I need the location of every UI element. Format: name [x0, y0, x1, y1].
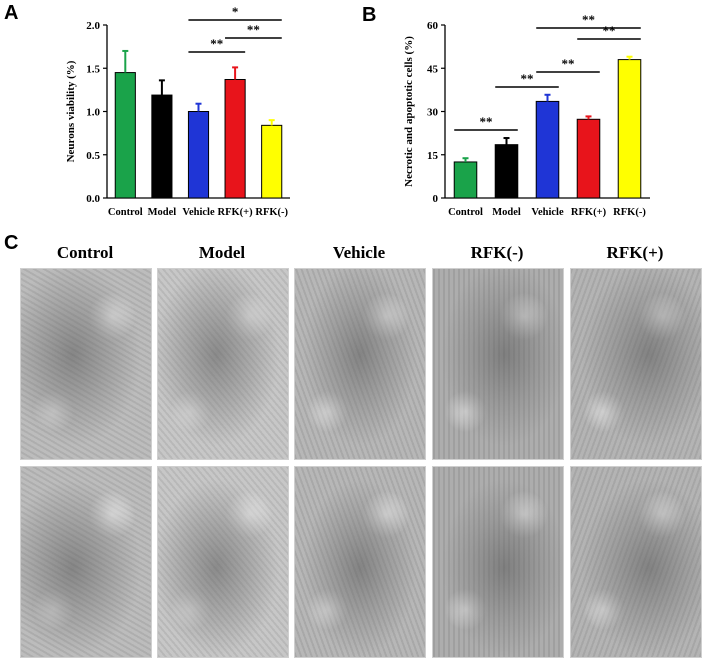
bar-vehicle — [187, 111, 210, 199]
y-tick-label: 1.0 — [86, 107, 100, 119]
micrograph-label: Model — [198, 243, 246, 262]
micrograph-label: Control — [56, 243, 114, 262]
category-label: Vehicle — [531, 207, 564, 218]
category-label: RFK(-) — [255, 207, 288, 218]
bar-model — [151, 94, 173, 199]
y-axis-label: Necrotic and apoptotic cells (%) — [403, 36, 415, 187]
significance-marker: ** — [582, 12, 595, 27]
micrograph-image — [20, 466, 152, 658]
category-label: RFK(+) — [218, 207, 254, 218]
y-tick-label: 0.0 — [86, 193, 100, 205]
bar-vehicle — [535, 100, 560, 199]
category-label: Control — [108, 207, 143, 218]
significance-marker: ** — [480, 114, 493, 129]
category-label: Control — [448, 207, 483, 218]
y-tick-label: 0.5 — [86, 150, 100, 162]
micrograph-image — [570, 466, 702, 658]
significance-marker: ** — [562, 56, 575, 71]
micrograph-label: RFK(+) — [606, 243, 664, 262]
bar-rfk — [224, 78, 246, 199]
micrograph-image — [294, 268, 426, 460]
significance-marker: * — [232, 4, 239, 19]
micrograph-label: RFK(-) — [470, 243, 524, 262]
panel-c-label: C — [4, 232, 19, 254]
category-label: Model — [492, 207, 521, 218]
y-tick-label: 2.0 — [86, 20, 100, 32]
y-tick-label: 60 — [427, 20, 439, 32]
bar-model — [494, 144, 519, 199]
y-tick-label: 1.5 — [86, 63, 100, 75]
chart-necrotic-apoptotic: 0 15 30 45 60 Necrotic and apoptotic cells (%… — [403, 12, 650, 218]
significance-marker: ** — [210, 36, 223, 51]
bar-rfk — [576, 118, 601, 199]
bar-control — [453, 161, 478, 199]
micrograph-image — [294, 466, 426, 658]
y-tick-label: 45 — [427, 63, 439, 75]
category-label: Model — [148, 207, 177, 218]
bar-control — [114, 72, 136, 199]
bar-rfk — [617, 59, 642, 199]
category-label: Vehicle — [182, 207, 215, 218]
bar-rfk — [261, 124, 283, 199]
y-tick-label: 0 — [433, 193, 439, 205]
micrograph-image — [432, 268, 564, 460]
category-label: RFK(+) — [571, 207, 607, 218]
micrograph-image — [432, 466, 564, 658]
y-tick-label: 15 — [427, 150, 439, 162]
y-tick-label: 30 — [427, 107, 439, 119]
micrograph-image — [570, 268, 702, 460]
micrograph-image — [20, 268, 152, 460]
chart-neurons-viability: 0.0 0.5 1.0 1.5 2.0 Neurons viability (%) Cont… — [65, 4, 290, 218]
significance-marker: ** — [247, 22, 260, 37]
y-axis-label: Neurons viability (%) — [65, 60, 77, 162]
category-label: RFK(-) — [613, 207, 646, 218]
micrograph-image — [157, 268, 289, 460]
significance-marker: ** — [521, 71, 534, 86]
panel-a-label: A — [4, 2, 19, 24]
micrograph-label: Vehicle — [332, 243, 386, 262]
panel-b-label: B — [362, 4, 377, 26]
significance-marker: ** — [603, 23, 616, 38]
micrograph-image — [157, 466, 289, 658]
